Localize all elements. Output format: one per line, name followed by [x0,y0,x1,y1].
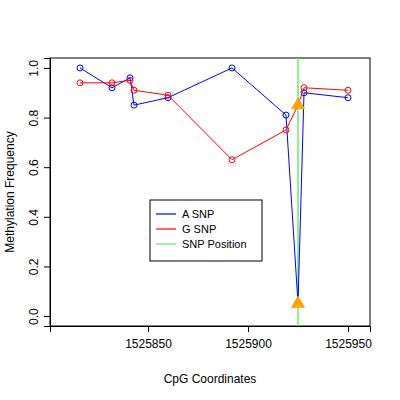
point [127,77,133,83]
y-tick: 0.4 [27,209,50,226]
series-line [80,80,348,159]
x-tick-label: 1525850 [125,337,172,351]
x-axis-line [51,327,371,333]
plot-frame [50,58,370,326]
y-tick-mark [44,167,50,168]
y-tick-mark [44,118,50,119]
point [283,112,289,118]
legend-label: SNP Position [182,238,247,250]
x-tick-label: 1525950 [325,337,372,351]
snp-marker [292,296,305,307]
point [77,65,83,71]
point [77,80,83,86]
y-tick-label: 0.8 [27,109,41,126]
y-tick: 1.0 [27,60,50,77]
series-line [80,68,348,304]
snp-marker [292,98,305,109]
y-tick-mark [44,266,50,267]
y-tick-mark [44,217,50,218]
y-axis-title: Methylation Frequency [3,131,17,252]
chart-root: 1525850 1525900 1525950 0.0 0.2 0.4 0.6 0.8 1.0 C… [0,0,400,400]
point [283,127,289,133]
point [345,95,351,101]
point [131,102,137,108]
plot-area [77,58,351,326]
y-tick-label: 1.0 [27,60,41,77]
x-tick: 1525900 [225,326,272,351]
legend-swatch [156,243,176,244]
y-tick-label: 0.0 [27,308,41,325]
point [131,87,137,93]
legend: A SNP G SNP SNP Position [150,200,262,261]
point [165,92,171,98]
point [345,87,351,93]
x-axis: 1525850 1525900 1525950 [51,326,373,351]
x-tick-mark [148,326,149,332]
legend-label: G SNP [182,223,216,235]
x-axis-title: CpG Coordinates [164,372,257,386]
y-tick: 0.8 [27,109,50,126]
x-tick: 1525850 [125,326,172,351]
legend-label: A SNP [182,208,214,220]
point [229,157,235,163]
x-tick-mark [348,326,349,332]
point [109,80,115,86]
legend-swatch [156,213,176,214]
point [301,85,307,91]
y-tick: 0.6 [27,159,50,176]
y-tick-label: 0.2 [27,258,41,275]
point [229,65,235,71]
y-tick-label: 0.6 [27,159,41,176]
y-axis: 0.0 0.2 0.4 0.6 0.8 1.0 [27,59,51,327]
y-tick-mark [44,316,50,317]
y-tick: 0.0 [27,308,50,325]
y-tick-mark [44,68,50,69]
x-tick: 1525950 [325,326,372,351]
x-tick-mark [248,326,249,332]
legend-box [150,200,262,261]
legend-swatch [156,228,176,229]
y-tick: 0.2 [27,258,50,275]
x-tick-label: 1525900 [225,337,272,351]
y-tick-label: 0.4 [27,209,41,226]
y-axis-line [44,59,51,327]
